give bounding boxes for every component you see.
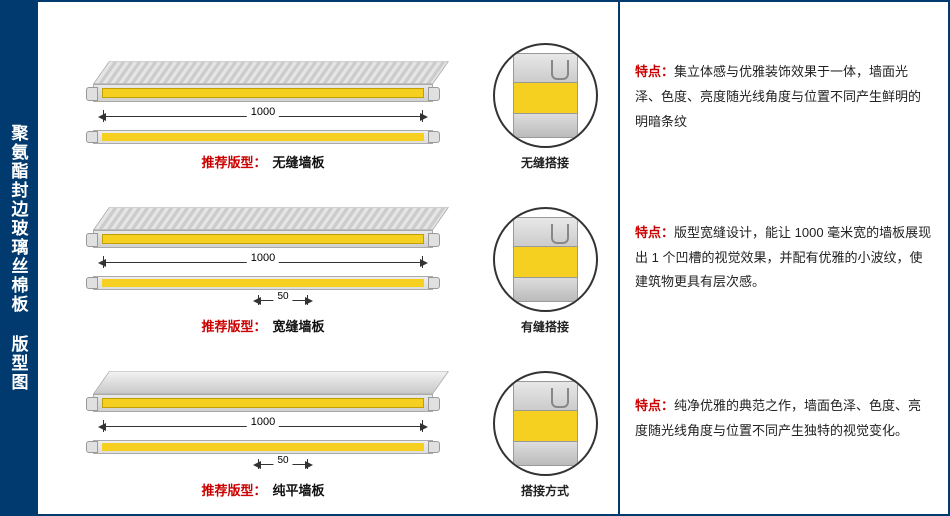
panel-3d-view (93, 356, 433, 412)
sidebar-title: 聚氨酯封边玻璃丝棉板 版型图 (0, 0, 36, 516)
dimension-value: 1000 (247, 252, 279, 264)
dimension-width: 1000 (93, 254, 433, 272)
panel-diagram: 1000 推荐版型： 无缝墙板 (46, 46, 480, 176)
panel-3d-view (93, 192, 433, 248)
dimension-seam: 50 (253, 458, 313, 472)
description-column: 特点：集立体感与优雅装饰效果于一体，墙面光泽、色度、亮度随光线角度与位置不同产生… (618, 2, 948, 514)
feature-description: 特点：集立体感与优雅装饰效果于一体，墙面光泽、色度、亮度随光线角度与位置不同产生… (635, 17, 933, 178)
recommended-label: 推荐版型： 宽缝墙板 (201, 316, 324, 335)
feature-key: 特点： (635, 64, 674, 79)
feature-description: 特点：版型宽缝设计，能让 1000 毫米宽的墙板展现出 1 个凹槽的视觉效果，并… (635, 178, 933, 339)
feature-key: 特点： (635, 225, 674, 240)
recommended-value: 纯平墙板 (273, 483, 325, 498)
feature-key: 特点： (635, 398, 674, 413)
main-area: 1000推荐版型：无缝墙板无缝搭接100050推荐版型：宽缝墙板有缝搭接1000… (36, 0, 950, 516)
dimension-value: 50 (273, 455, 292, 466)
dimension-width: 1000 (93, 418, 433, 436)
feature-text: 纯净优雅的典范之作，墙面色泽、色度、亮度随光线角度与位置不同产生独特的视觉变化。 (635, 398, 921, 438)
recommended-label: 推荐版型： 纯平墙板 (201, 480, 324, 499)
dimension-value: 1000 (247, 106, 279, 118)
feature-description: 特点：纯净优雅的典范之作，墙面色泽、色度、亮度随光线角度与位置不同产生独特的视觉… (635, 338, 933, 499)
diagram-column: 1000推荐版型：无缝墙板无缝搭接100050推荐版型：宽缝墙板有缝搭接1000… (38, 2, 618, 514)
feature-text: 集立体感与优雅装饰效果于一体，墙面光泽、色度、亮度随光线角度与位置不同产生鲜明的… (635, 64, 921, 128)
recommended-value: 宽缝墙板 (273, 319, 325, 334)
dimension-value: 1000 (247, 416, 279, 428)
recommended-value: 无缝墙板 (273, 155, 325, 170)
panel-diagram: 1000 50 推荐版型： 纯平墙板 (46, 356, 480, 504)
panel-cross-section (93, 130, 433, 144)
panel-cross-section (93, 440, 433, 454)
dimension-value: 50 (273, 291, 292, 302)
joint-circle-icon (493, 371, 598, 476)
panel-row: 1000 50 推荐版型： 宽缝墙板 有缝搭接 (46, 176, 610, 340)
page-wrap: 聚氨酯封边玻璃丝棉板 版型图 1000 推荐版型： 无缝墙板 无缝搭接 1000 50 推荐… (0, 0, 950, 516)
recommended-key: 推荐版型： (201, 483, 266, 498)
joint-detail: 无缝搭接 (480, 43, 610, 176)
panel-3d-view (93, 46, 433, 102)
recommended-key: 推荐版型： (201, 319, 266, 334)
joint-label: 有缝搭接 (521, 318, 569, 335)
dimension-seam: 50 (253, 294, 313, 308)
joint-circle-icon (493, 43, 598, 148)
feature-text: 版型宽缝设计，能让 1000 毫米宽的墙板展现出 1 个凹槽的视觉效果，并配有优… (635, 225, 931, 289)
recommended-label: 推荐版型： 无缝墙板 (201, 152, 324, 171)
sidebar-title-text: 聚氨酯封边玻璃丝棉板 版型图 (6, 124, 31, 392)
joint-circle-icon (493, 207, 598, 312)
panel-diagram: 1000 50 推荐版型： 宽缝墙板 (46, 192, 480, 340)
panel-cross-section (93, 276, 433, 290)
joint-detail: 有缝搭接 (480, 207, 610, 340)
panel-row: 1000 50 推荐版型： 纯平墙板 搭接方式 (46, 340, 610, 504)
recommended-key: 推荐版型： (201, 155, 266, 170)
joint-detail: 搭接方式 (480, 371, 610, 504)
joint-label: 无缝搭接 (521, 154, 569, 171)
joint-label: 搭接方式 (521, 482, 569, 499)
dimension-width: 1000 (93, 108, 433, 126)
panel-row: 1000 推荐版型： 无缝墙板 无缝搭接 (46, 12, 610, 176)
